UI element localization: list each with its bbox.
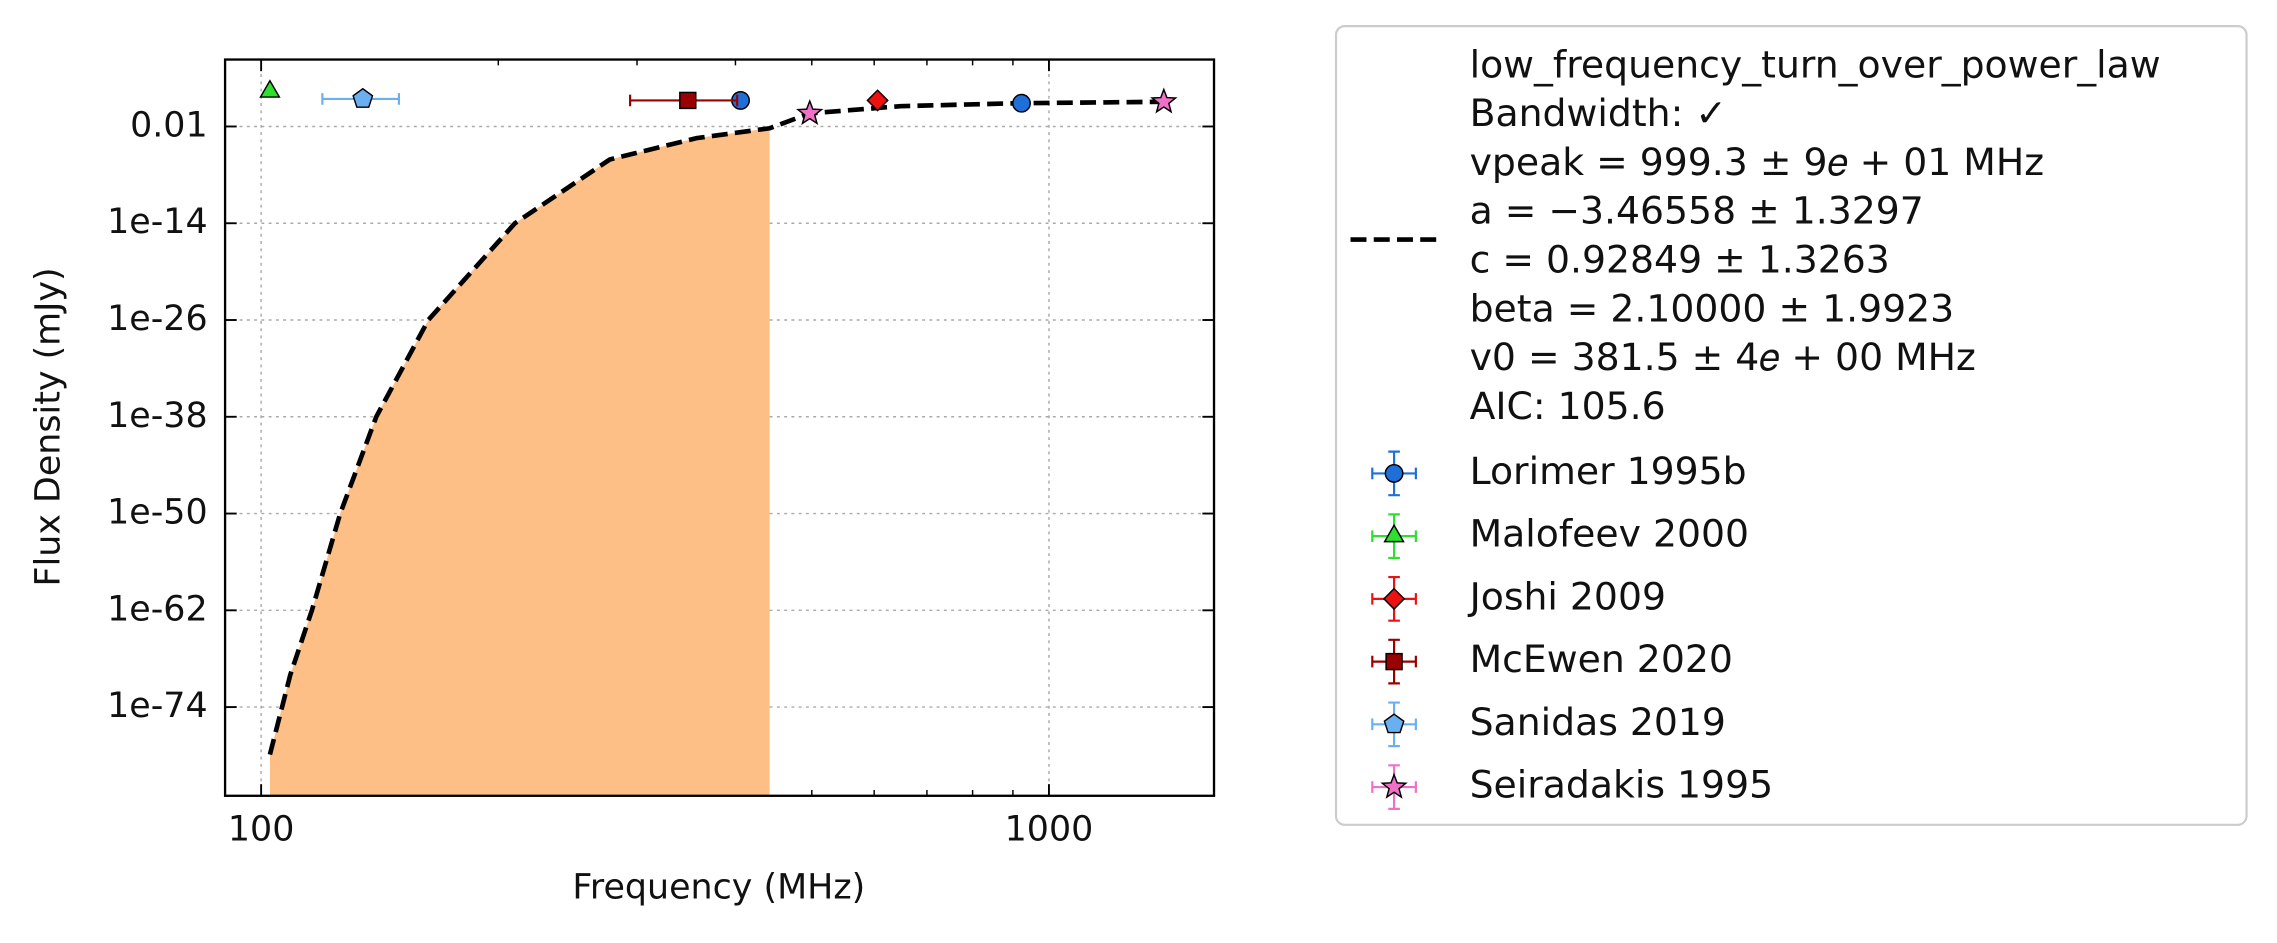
legend-label: Joshi 2009 [1468, 574, 1666, 618]
legend-fit-text: a = −3.46558 ± 1.3297 [1470, 189, 1924, 233]
legend-marker [1383, 713, 1405, 734]
x-tick-label: 100 [228, 810, 295, 850]
y-axis-label: Flux Density (mJy) [28, 267, 68, 586]
y-tick-label: 1e-38 [107, 396, 208, 436]
legend-marker [1382, 587, 1406, 611]
shaded-area [269, 128, 770, 796]
legend-label: Lorimer 1995b [1470, 449, 1747, 493]
data-point [352, 87, 374, 108]
y-tick-label: 0.01 [130, 105, 208, 145]
legend-fit-text: AIC: 105.6 [1470, 384, 1666, 428]
fit-line [267, 99, 1163, 756]
legend-label: Malofeev 2000 [1470, 512, 1749, 556]
data-point [1012, 93, 1031, 113]
legend-box [1334, 25, 2248, 826]
x-tick-label: 1000 [1005, 810, 1094, 850]
legend-fit-text: Bandwidth: ✓ [1470, 91, 1727, 135]
axes-frame [223, 58, 1216, 797]
y-tick-label: 1e-62 [107, 589, 208, 629]
shade-group [267, 99, 1163, 796]
y-tick-label: 1e-26 [107, 299, 208, 339]
legend-fit-text: low_frequency_turn_over_power_law [1470, 42, 2161, 86]
plot-root: Frequency (MHz) Flux Density (mJy) 0.01 1… [28, 25, 2248, 908]
data-point [679, 91, 697, 110]
data-point [259, 79, 281, 98]
legend-marker [1380, 772, 1408, 799]
legend-fit-text: vpeak = 999.3 ± 9𝑒 + 01 MHz [1470, 140, 2044, 184]
data-point [1150, 87, 1178, 114]
data-point [866, 89, 889, 112]
legend-marker [1384, 463, 1404, 483]
y-tick-label: 1e-50 [107, 493, 208, 533]
legend-label: McEwen 2020 [1470, 637, 1733, 681]
legend-fit-text: c = 0.92849 ± 1.3263 [1470, 237, 1890, 281]
legend-marker [1385, 652, 1403, 671]
shade-inner [269, 128, 770, 796]
legend-fit-text: beta = 2.10000 ± 1.9923 [1470, 286, 1955, 330]
x-axis-label: Frequency (MHz) [572, 868, 865, 908]
data-point [796, 98, 824, 126]
legend-fit-text: v0 = 381.5 ± 4𝑒 + 00 MHz [1470, 335, 1976, 379]
y-tick-label: 1e-74 [107, 686, 208, 726]
y-tick-label: 1e-14 [107, 202, 208, 242]
legend-label: Seiradakis 1995 [1470, 763, 1774, 807]
legend-label: Sanidas 2019 [1470, 700, 1726, 744]
legend-marker [1383, 523, 1405, 543]
